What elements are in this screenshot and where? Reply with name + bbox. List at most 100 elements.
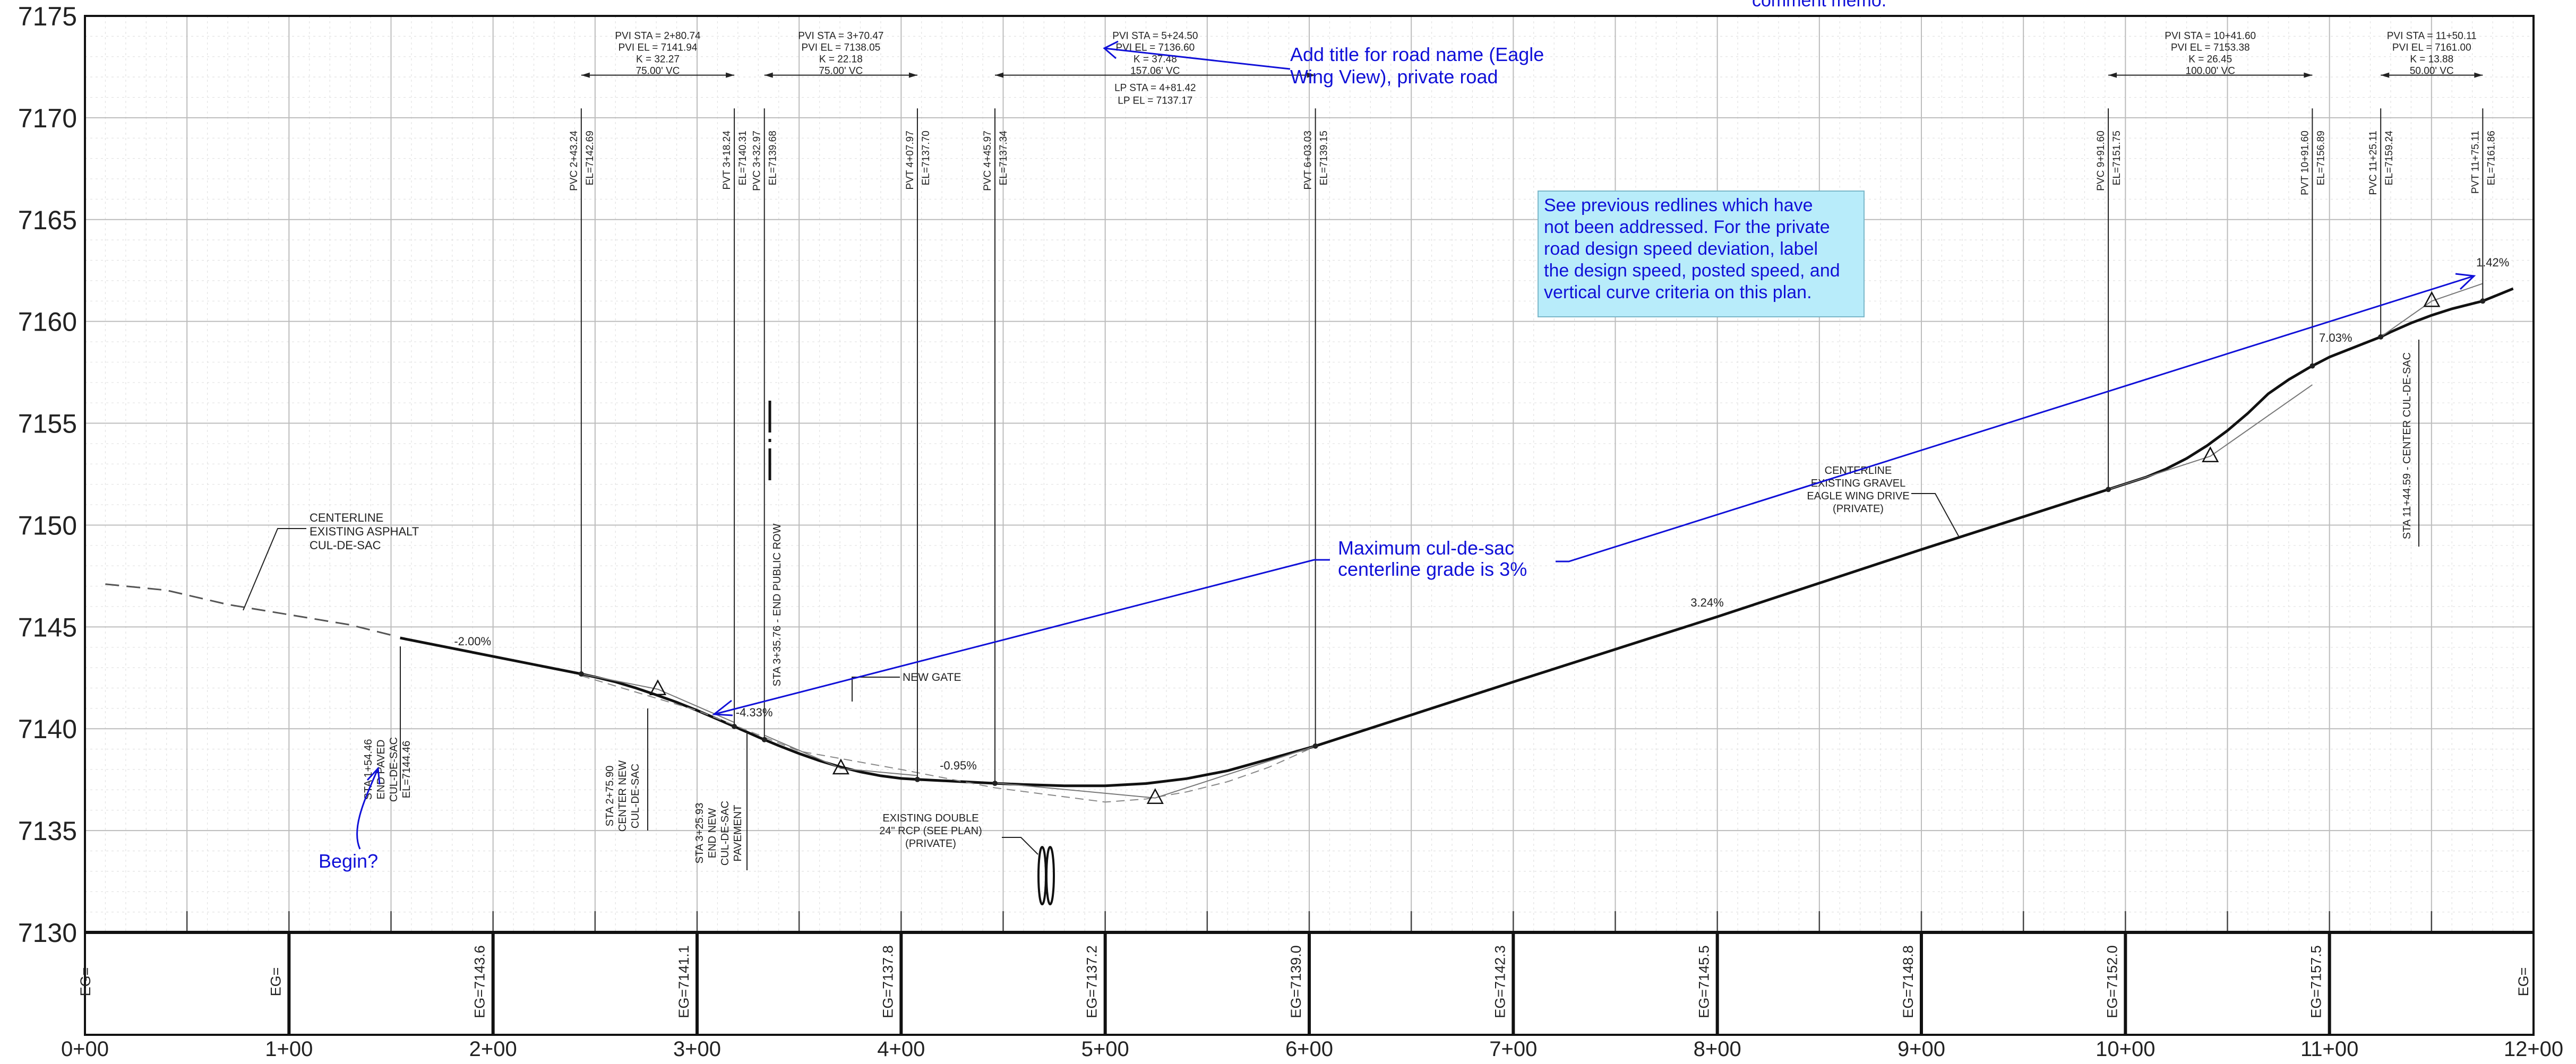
x-tick-label: 2+00 [469,1037,517,1061]
profile-lines: -2.00% -4.33% -0.95% 3.24% 7.03% 1.42% [105,256,2514,804]
y-tick-label: 7160 [18,307,77,337]
pvi-data: PVI EL = 7141.94 [619,42,698,54]
redline-box-note: the design speed, posted speed, and [1544,261,1840,281]
vc-arrow [2474,72,2483,78]
pvi-triangle [649,679,667,696]
pvi-data: K = 13.88 [2410,54,2453,65]
curve-point [2480,298,2486,304]
pvi-data: 157.06' VC [1130,66,1180,77]
note-asphalt: CENTERLINE [310,511,383,524]
pvi-data: 100.00' VC [2186,66,2235,77]
vc-arrow [908,72,917,78]
pvi-triangle [2202,446,2219,462]
pvi-data: K = 26.45 [2188,54,2232,65]
vc-arrow [2381,72,2390,78]
redline-box-note: vertical curve criteria on this plan. [1544,282,1812,302]
curve-point [2106,487,2111,492]
pvi-data: PVI EL = 7161.00 [2392,42,2471,54]
y-tick-label: 7165 [18,205,77,235]
grade-label: 3.24% [1690,596,1723,609]
note-end-new: PAVEMENT [732,805,744,861]
curve-sta-label: PVT 6+03.03 [1303,131,1314,189]
lp-data: LP EL = 7137.17 [1118,96,1192,107]
note-gravel: EAGLE WING DRIVE [1807,490,1909,502]
vc-arrow [726,72,735,78]
pvi-data: PVI EL = 7153.38 [2171,42,2250,54]
pvi-data: PVI EL = 7138.05 [801,42,880,54]
eg-label: EG= [78,967,93,997]
pvi-data: PVI STA = 2+80.74 [615,31,701,42]
tangent-line [2380,283,2483,338]
curve-point [1312,743,1318,749]
redline-grade-note: Maximum cul-de-sac [1338,537,1514,559]
note-center-new: CUL-DE-SAC [630,764,641,828]
note-rcp: EXISTING DOUBLE [882,812,978,824]
grade-label: -2.00% [454,635,491,648]
pipe-symbol [1045,846,1055,905]
x-tick-label: 12+00 [2504,1037,2563,1061]
pvi-data: PVI EL = 7136.60 [1115,42,1195,54]
curve-point [992,781,998,786]
curve-sta-label: PVC 3+32.97 [752,131,763,191]
eg-label: EG=7152.0 [2104,945,2120,1018]
eg-label-band: EG= EG= EG=7143.6 EG=7141.1 EG=7137.8 EG=7137… [78,945,2531,1018]
eg-label: EG= [268,967,284,997]
eg-label: EG=7143.6 [472,945,488,1018]
pvi-data: 50.00' VC [2410,66,2454,77]
grade-label: -4.33% [736,706,773,719]
curve-el-label: EL=7142.69 [585,131,596,185]
tangent-line [581,673,735,723]
note-asphalt: CUL-DE-SAC [310,539,381,552]
x-tick-label: 3+00 [673,1037,721,1061]
redline-arrow [1556,275,2475,563]
vc-arrow [2108,72,2117,78]
curve-el-label: EL=7139.15 [1319,131,1330,185]
x-axis: 0+00 1+00 2+00 3+00 4+00 5+00 6+00 7+00 8+00 9+00… [61,932,2563,1061]
x-tick-label: 11+00 [2300,1037,2358,1061]
curve-sta-label: PVT 11+75.11 [2470,131,2481,194]
curve-el-label: EL=7137.70 [921,131,932,185]
note-gravel: EXISTING GRAVEL [1811,478,1906,489]
curve-point [914,776,920,782]
eg-label: EG=7145.5 [1696,945,1712,1018]
x-tick-label: 5+00 [1081,1037,1129,1061]
leader [1911,493,1960,538]
note-asphalt: EXISTING ASPHALT [310,525,419,538]
pvi-data: PVI STA = 11+50.11 [2387,31,2477,42]
x-tick-label: 9+00 [1897,1037,1945,1061]
pvi-triangle [1146,788,1164,804]
pvi-data: K = 22.18 [819,54,863,65]
curve-el-label: EL=7139.68 [768,131,779,185]
curve-sta-label: PVT 10+91.60 [2299,131,2311,195]
note-center-cul: STA 11+44.59 - CENTER CUL-DE-SAC [2401,352,2413,539]
note-gravel: (PRIVATE) [1833,503,1884,515]
redline-grade-note: centerline grade is 3% [1338,558,1527,580]
vc-arrow [1307,72,1316,78]
pvi-data: PVI STA = 3+70.47 [798,31,883,42]
tangent-line [994,745,1316,799]
note-end-paved: END PAVED [375,740,387,800]
y-tick-label: 7135 [18,816,77,846]
eg-label: EG=7137.8 [880,945,896,1018]
pipe-symbol [1037,846,1047,905]
series-existing-paved [105,583,391,636]
redline-arrowhead [2455,273,2476,290]
curve-point [578,671,584,677]
eg-label: EG=7137.2 [1084,945,1100,1018]
pvi-triangle [2423,291,2441,307]
pvi-triangle [832,758,849,775]
curve-el-label: EL=7159.24 [2384,131,2395,185]
curve-point [2309,363,2315,369]
lp-data: LP STA = 4+81.42 [1114,83,1196,94]
redline-title-note: Wing View), private road [1290,66,1498,88]
curve-el-label: EL=7161.86 [2486,131,2497,185]
x-tick-label: 4+00 [877,1037,925,1061]
note-end-row: STA 3+35.76 - END PUBLIC ROW [771,523,783,686]
curve-sta-label: PVC 9+91.60 [2096,131,2107,191]
redline-arrow [1104,47,1291,70]
redline-begin-note: Begin? [319,850,378,872]
x-tick-label: 10+00 [2096,1037,2155,1061]
y-tick-label: 7155 [18,409,77,439]
